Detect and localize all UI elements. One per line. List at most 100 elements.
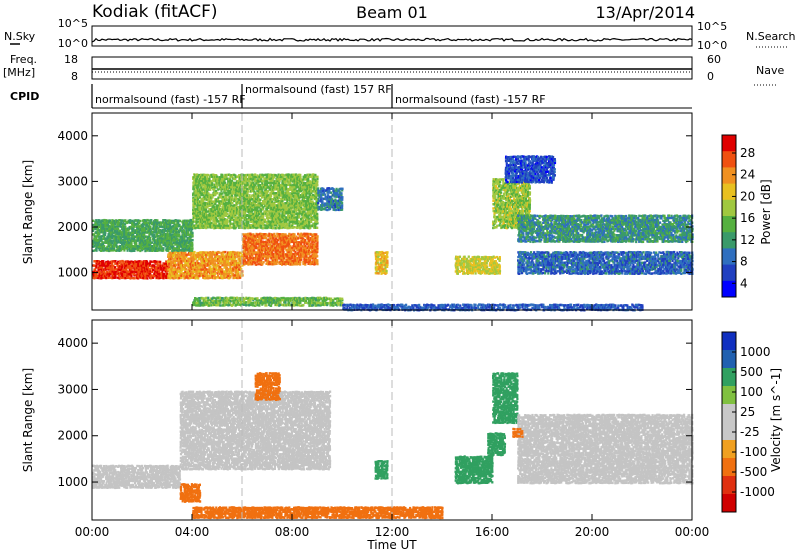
nave-label: Nave [756,64,784,77]
echo-cell [198,275,200,277]
echo-cell [119,260,121,262]
echo-cell [258,253,260,255]
echo-cell [109,277,111,279]
echo-cell [120,272,122,274]
echo-cell [282,253,284,255]
echo-cell [181,269,183,271]
echo-cell [177,270,179,272]
echo-cell [221,268,223,270]
echo-cell [207,174,209,176]
echo-cell [249,227,251,229]
echo-cell [267,243,269,245]
echo-cell [122,260,124,262]
nsky-trace [92,39,692,43]
echo-cell [249,194,251,196]
echo-cell [109,220,111,222]
echo-cell [160,224,162,226]
echo-cell [104,232,106,234]
echo-cell [304,239,306,241]
echo-cell [133,277,135,279]
echo-cell [277,188,279,190]
echo-cell [262,227,264,229]
echo-cell [246,188,248,190]
echo-cell [216,266,218,268]
echo-cell [105,277,107,279]
echo-cell [191,250,193,252]
echo-cell [234,178,236,180]
echo-cell [129,219,131,221]
echo-cell [116,277,118,279]
freq-panel: Freq. [MHz] 18 8 60 0 Nave [3,53,784,85]
echo-cell [211,256,213,258]
echo-cell [225,192,227,194]
echo-cell [192,235,194,237]
echo-cell [149,260,151,262]
echo-cell [97,221,99,223]
echo-cell [266,213,268,215]
echo-cell [193,224,195,226]
echo-cell [279,178,281,180]
echo-cell [195,221,197,223]
echo-cell [299,263,301,265]
echo-cell [114,234,116,236]
echo-cell [120,222,122,224]
echo-cell [230,251,232,253]
echo-cell [226,219,228,221]
echo-cell [222,196,224,198]
echo-cell [242,221,244,223]
echo-cell [300,233,302,235]
echo-cell [311,237,313,239]
echo-cell [267,190,269,192]
echo-cell [220,252,222,254]
echo-cell [161,238,163,240]
echo-cell [245,220,247,222]
cpid-segment-label: normalsound (fast) -157 RF [95,93,246,106]
echo-cell [95,219,97,221]
echo-cell [211,182,213,184]
echo-cell [151,245,153,247]
echo-cell [119,245,121,247]
echo-cell [197,277,199,279]
echo-cell [216,192,218,194]
echo-cell [210,222,212,224]
echo-cell [207,277,209,279]
echo-cell [178,234,180,236]
echo-cell [267,226,269,228]
echo-cell [228,273,230,275]
echo-cell [239,266,241,268]
echo-cell [209,189,211,191]
echo-cell [139,220,141,222]
echo-cell [146,277,148,279]
echo-cell [219,266,221,268]
echo-cell [205,251,207,253]
echo-cell [298,241,300,243]
echo-cell [219,216,221,218]
echo-cell [123,274,125,276]
echo-cell [316,263,318,265]
echo-cell [191,232,193,234]
echo-cell [197,272,199,274]
echo-cell [285,233,287,235]
echo-cell [124,223,126,225]
echo-cell [210,204,212,206]
echo-cell [215,190,217,192]
echo-cell [225,196,227,198]
nave-tick-top: 60 [707,53,721,66]
cpid-row: normalsound (fast) -157 RFnormalsound (f… [92,83,692,108]
echo-cell [177,255,179,257]
echo-cell [208,178,210,180]
echo-cell [293,233,295,235]
echo-cell [278,197,280,199]
echo-cell [294,251,296,253]
echo-cell [194,192,196,194]
freq-tick-bottom: 8 [71,70,78,83]
echo-cell [114,260,116,262]
echo-cell [174,252,176,254]
echo-cell [111,262,113,264]
freq-tick-top: 18 [64,53,78,66]
echo-cell [255,264,257,266]
echo-cell [259,199,261,201]
echo-cell [164,228,166,230]
echo-cell [317,235,319,237]
echo-cell [221,277,223,279]
